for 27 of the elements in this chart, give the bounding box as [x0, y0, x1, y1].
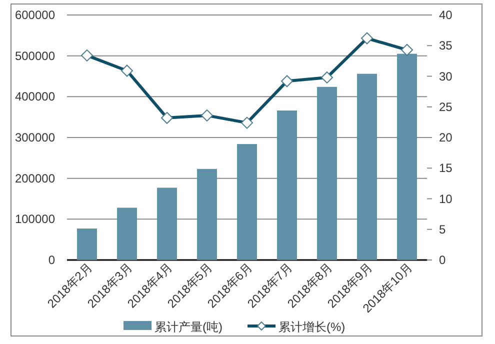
bar — [237, 144, 257, 260]
y2-tick-label: 30 — [439, 69, 453, 84]
bar — [157, 188, 177, 260]
bar — [77, 228, 97, 260]
y2-tick-label: 5 — [439, 222, 446, 236]
bar — [197, 168, 217, 260]
legend-label: 累计产量(吨) — [154, 320, 222, 334]
bar — [397, 54, 417, 260]
y-tick-label: 200000 — [14, 171, 56, 186]
bar — [277, 110, 297, 260]
y2-tick-label: 40 — [439, 8, 453, 22]
legend-label: 累计增长(%) — [278, 320, 346, 334]
bar — [357, 74, 377, 260]
y2-tick-label: 35 — [439, 38, 453, 53]
y-tick-label: 300000 — [14, 130, 56, 144]
y2-tick-label: 15 — [439, 161, 453, 176]
y-tick-label: 500000 — [14, 48, 56, 63]
bar — [117, 208, 137, 260]
y2-tick-label: 0 — [439, 253, 446, 267]
y-tick-label: 0 — [48, 253, 56, 267]
y2-tick-label: 25 — [439, 100, 453, 114]
y-tick-label: 600000 — [14, 8, 56, 22]
y-tick-label: 100000 — [14, 212, 56, 226]
y2-tick-label: 20 — [439, 130, 453, 144]
y2-tick-label: 10 — [439, 192, 453, 206]
bar — [317, 86, 337, 260]
y-tick-label: 400000 — [14, 90, 56, 104]
